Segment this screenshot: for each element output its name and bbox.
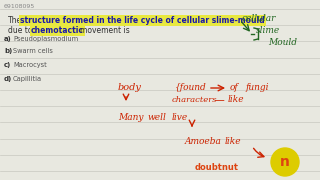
Text: n: n	[280, 155, 290, 169]
Text: {found: {found	[175, 84, 207, 93]
Text: c): c)	[4, 62, 11, 68]
Text: Amoeba: Amoeba	[185, 138, 222, 147]
Text: well: well	[148, 114, 167, 123]
Text: like: like	[228, 96, 244, 105]
Text: a): a)	[4, 36, 12, 42]
Text: —: —	[215, 95, 225, 105]
Text: live: live	[172, 114, 188, 123]
Text: d): d)	[4, 76, 12, 82]
Text: Many: Many	[118, 114, 143, 123]
Text: doubtnut: doubtnut	[195, 163, 239, 172]
Text: like: like	[225, 138, 242, 147]
Text: chemotactic: chemotactic	[31, 26, 84, 35]
Text: structure formed in the life cycle of cellular slime-mould: structure formed in the life cycle of ce…	[20, 16, 265, 25]
Text: cellular: cellular	[242, 14, 276, 23]
Text: movement is: movement is	[80, 26, 130, 35]
Text: body: body	[118, 84, 142, 93]
Text: characters: characters	[172, 96, 218, 104]
Text: b): b)	[4, 48, 12, 54]
Text: Mould: Mould	[268, 38, 297, 47]
Text: Capillitia: Capillitia	[13, 76, 42, 82]
Text: due to: due to	[8, 26, 33, 35]
Text: Macrocyst: Macrocyst	[13, 62, 47, 68]
Text: Pseudoplasmodium: Pseudoplasmodium	[13, 36, 78, 42]
Text: slime: slime	[256, 26, 280, 35]
Text: fungi: fungi	[246, 84, 269, 93]
Circle shape	[271, 148, 299, 176]
Text: The: The	[8, 16, 22, 25]
Text: of: of	[230, 84, 239, 93]
Text: Swarm cells: Swarm cells	[13, 48, 53, 54]
Text: 69108095: 69108095	[4, 4, 35, 9]
